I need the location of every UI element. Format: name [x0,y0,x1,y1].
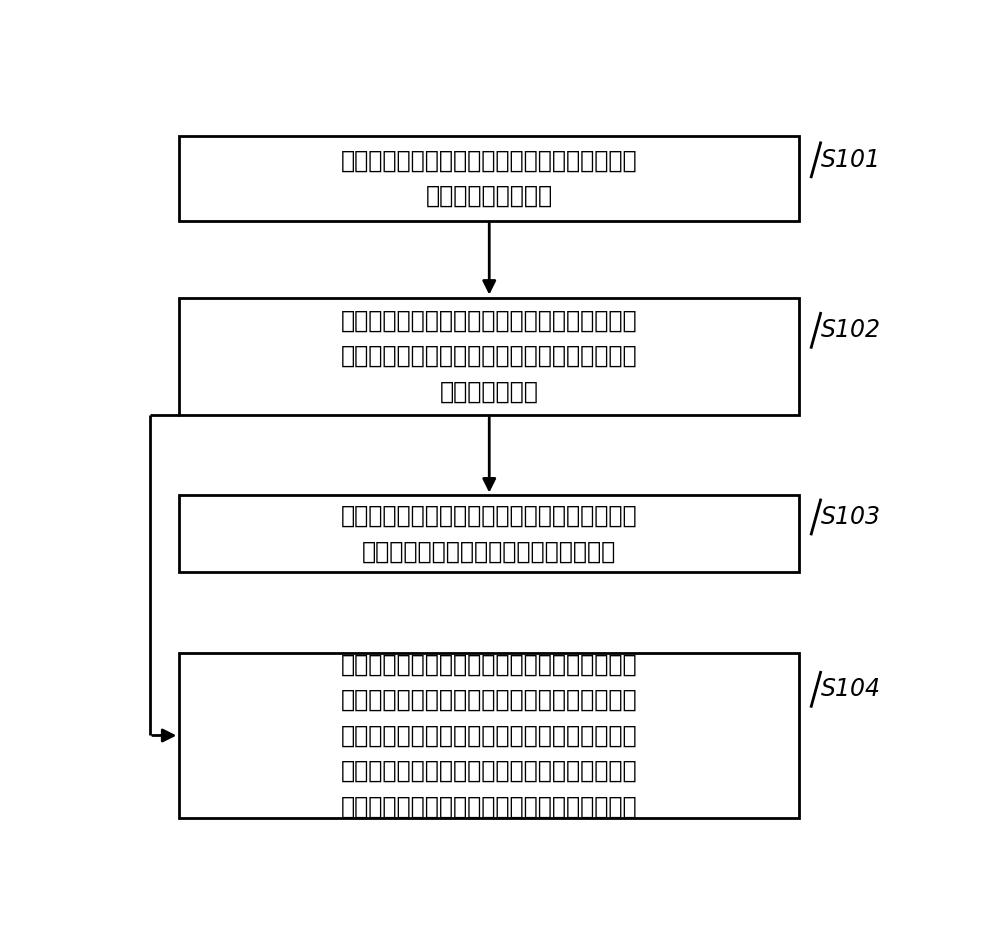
Text: 若该子图像区域的光亮度值小于预设最小光亮度
值，将该子图像区域对应的闪光灯的光亮度值调
节至目标亮度值，目标亮度值是标准曝光值与该
子图像区域的光亮度值之间的差: 若该子图像区域的光亮度值小于预设最小光亮度 值，将该子图像区域对应的闪光灯的光亮… [341,653,638,819]
FancyBboxPatch shape [179,297,799,415]
Text: 获取终端的成像区域显示的图像所包括的各个子
图像区域的光亮度值: 获取终端的成像区域显示的图像所包括的各个子 图像区域的光亮度值 [341,149,638,208]
Text: 若该子图像区域的光亮度值大于预设最大光亮度
值，控制该子图像区域对应的闪光灯关闭: 若该子图像区域的光亮度值大于预设最大光亮度 值，控制该子图像区域对应的闪光灯关闭 [341,505,638,564]
Text: S103: S103 [821,505,881,529]
Text: S102: S102 [821,318,881,343]
FancyBboxPatch shape [179,495,799,572]
Text: S101: S101 [821,148,881,171]
Text: 针对每一个上述子图像区域，判断该子图像区域
的光亮度值是否处于预设最小光亮度值与预设最
大光亮度值之间: 针对每一个上述子图像区域，判断该子图像区域 的光亮度值是否处于预设最小光亮度值与… [341,308,638,404]
Text: S104: S104 [821,677,881,702]
FancyBboxPatch shape [179,136,799,221]
FancyBboxPatch shape [179,653,799,818]
